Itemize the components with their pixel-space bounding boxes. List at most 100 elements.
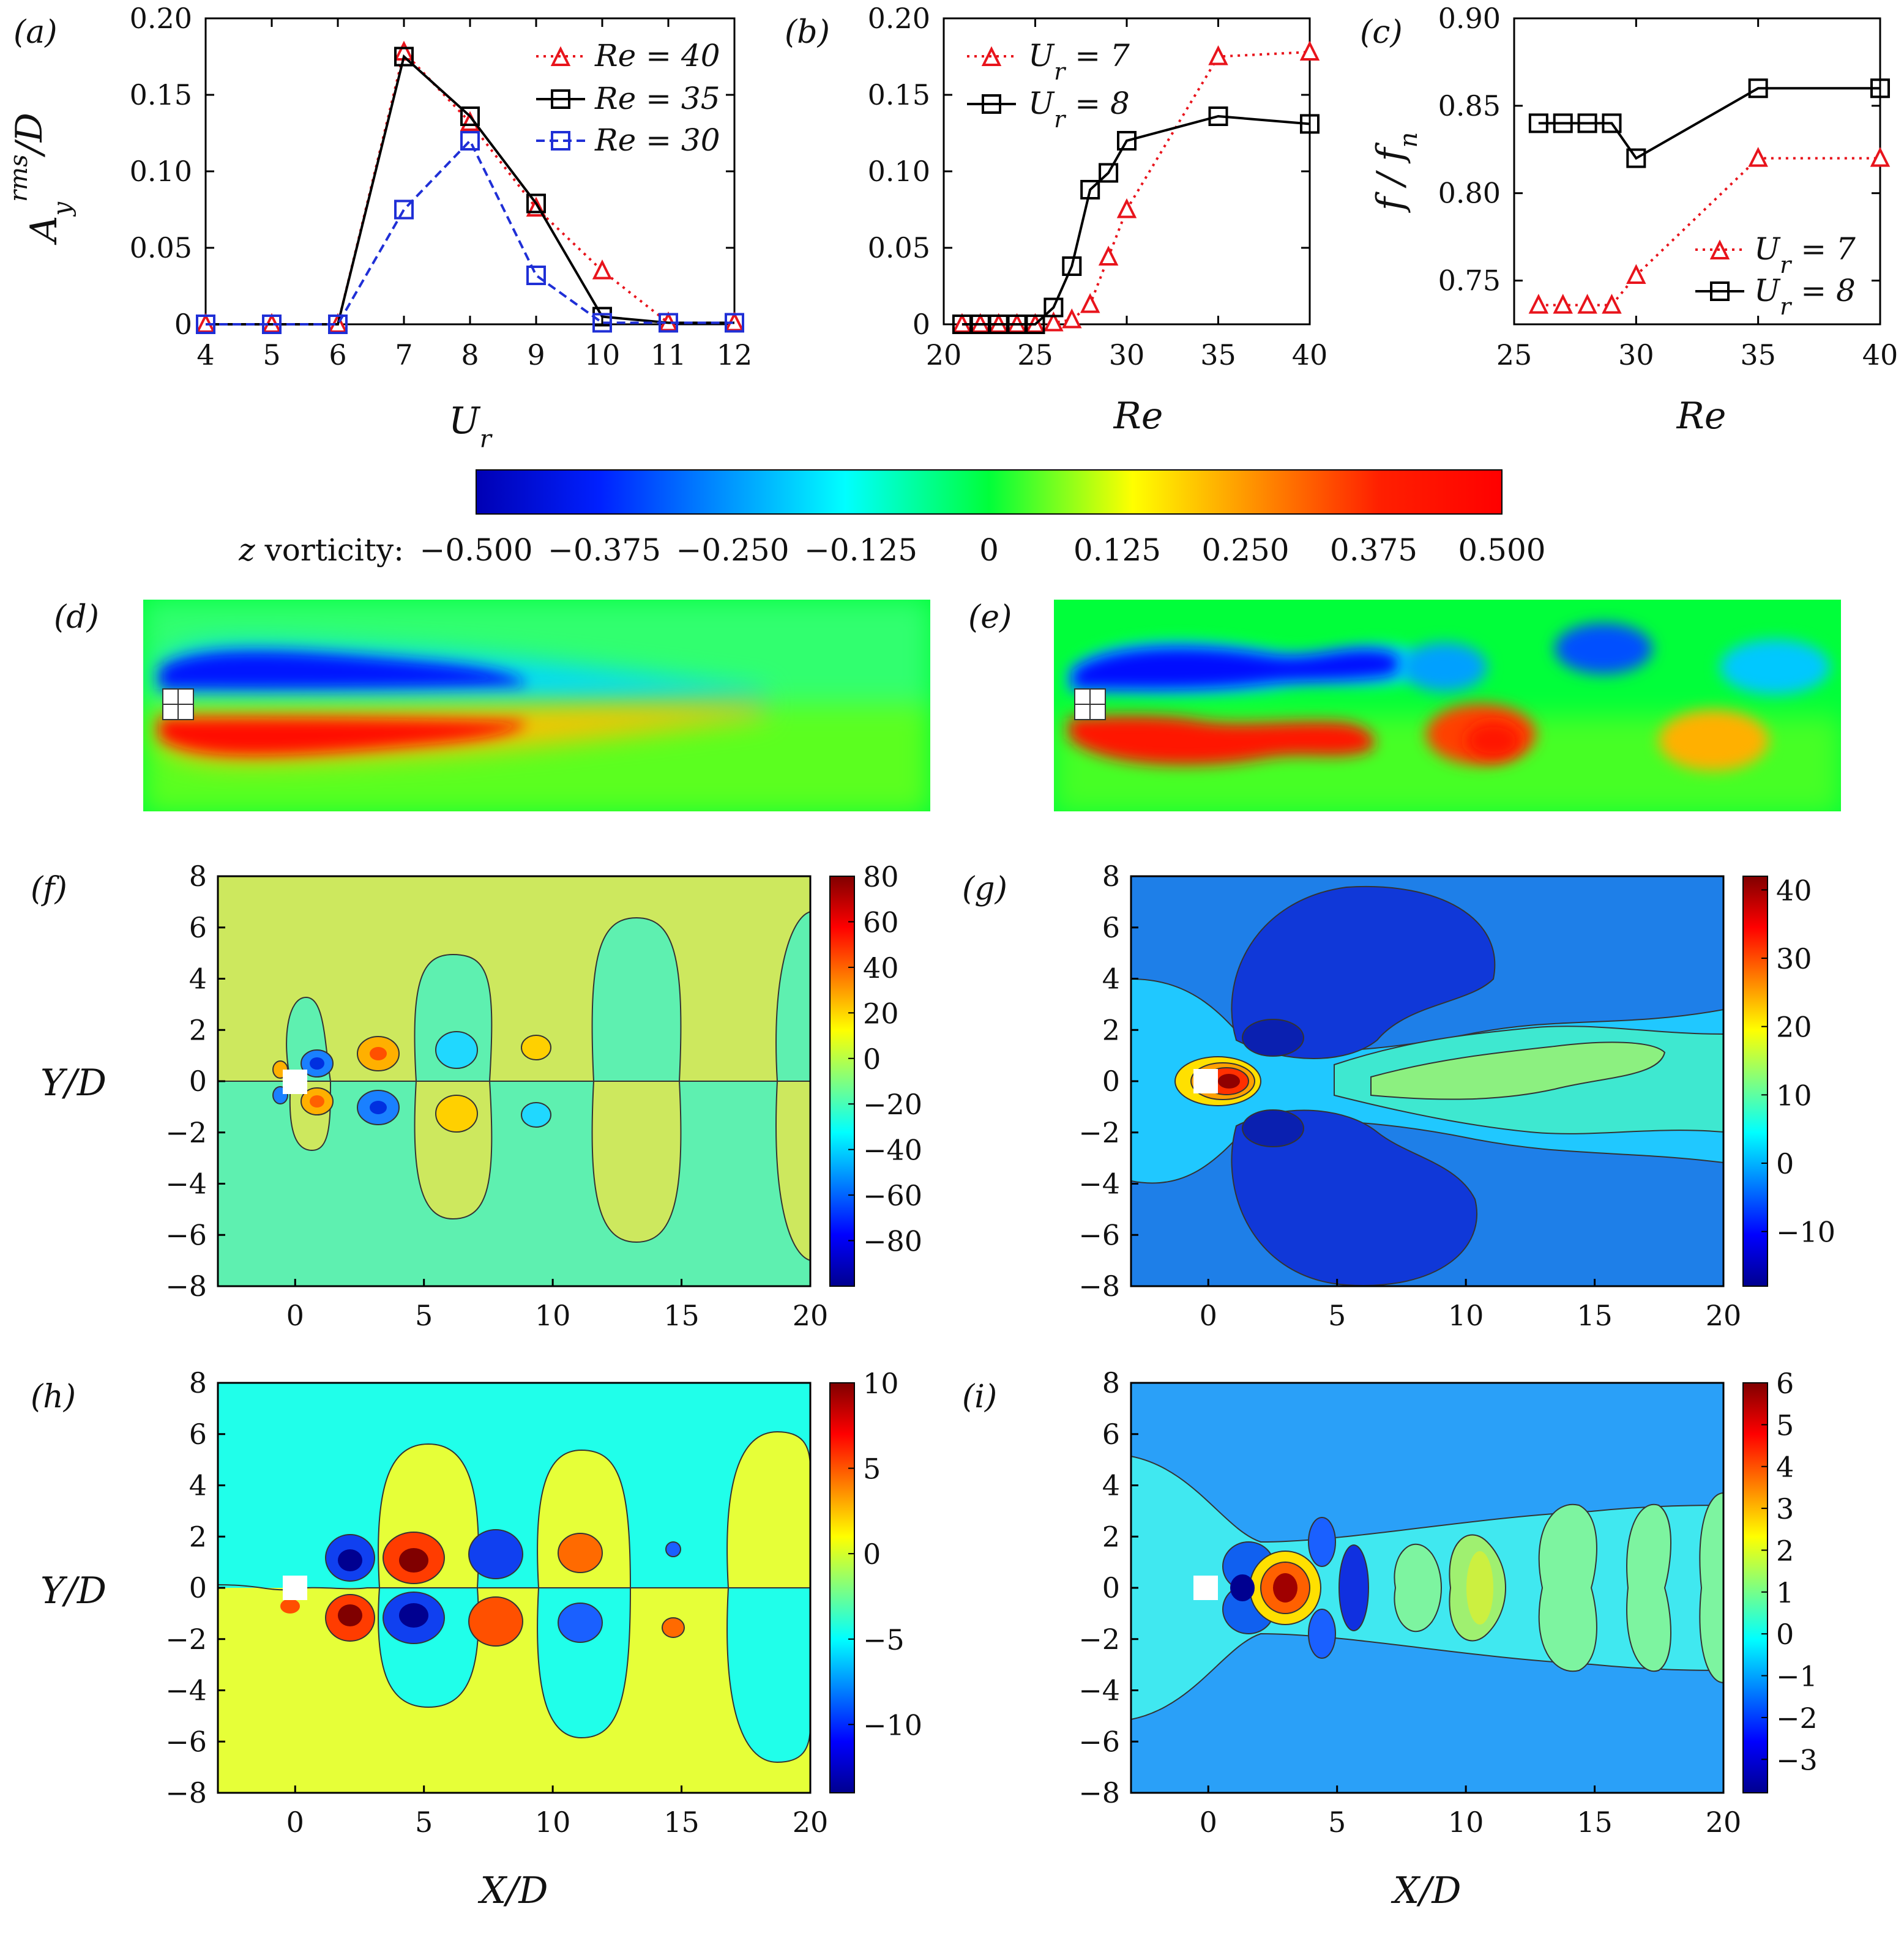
ytick-label-g-6: −4 xyxy=(1078,1167,1120,1201)
ytick-label-a-3: 0.15 xyxy=(130,78,192,111)
xtick-label-f-4: 20 xyxy=(793,1299,829,1332)
xtick-label-g-1: 5 xyxy=(1328,1299,1346,1332)
cbar-tick-label-g-1: 30 xyxy=(1776,942,1812,975)
ytick-label-h-6: −4 xyxy=(165,1674,207,1707)
point-b-0-8 xyxy=(1098,245,1119,266)
xtick-label-a-2: 6 xyxy=(329,338,346,371)
point-a-2-0 xyxy=(196,315,215,334)
xtick-label-a-5: 9 xyxy=(527,338,545,371)
ytick-label-g-0: 8 xyxy=(1102,860,1120,893)
cbar-tick-label-i-4: 2 xyxy=(1776,1534,1794,1567)
point-c-1-0 xyxy=(1528,113,1548,133)
ytick-label-i-8: −8 xyxy=(1078,1776,1120,1809)
cbar-tick-label-g-3: 10 xyxy=(1776,1079,1812,1112)
panel-h-label: (h) xyxy=(31,1379,76,1415)
vorticity-tick-7: 0.375 xyxy=(1330,532,1417,568)
panel-d-field xyxy=(143,600,930,811)
vorticity-tick-8: 0.500 xyxy=(1458,532,1545,568)
panel-c-yticks: 0.75 0.80 0.85 0.90 xyxy=(1438,2,1880,297)
cbar-tick-label-g-0: 40 xyxy=(1776,874,1812,907)
ytick-label-f-6: −4 xyxy=(165,1167,207,1201)
ytick-label-h-0: 8 xyxy=(189,1366,207,1399)
point-b-1-7 xyxy=(1080,180,1100,199)
ytick-label-i-7: −6 xyxy=(1078,1725,1120,1758)
panel-a-legend: Re = 40 Re = 35 Re = 30 xyxy=(536,38,720,158)
cbar-tick-label-h-0: 10 xyxy=(863,1367,899,1400)
panel-c-xticks: 25 30 35 40 xyxy=(1496,18,1898,371)
point-c-0-3 xyxy=(1602,294,1622,314)
ytick-label-h-1: 6 xyxy=(189,1418,207,1451)
panel-h-xlabel: X/D xyxy=(477,1869,548,1912)
panel-d-label: (d) xyxy=(54,599,99,636)
xtick-label-b-2: 30 xyxy=(1109,338,1145,371)
ytick-label-b-4: 0.20 xyxy=(868,2,930,35)
xtick-label-h-2: 10 xyxy=(535,1806,571,1839)
point-a-0-6 xyxy=(592,259,613,280)
cbar-tick-label-h-4: −10 xyxy=(863,1708,922,1741)
point-b-0-7 xyxy=(1080,293,1100,313)
panel-d: (d) xyxy=(54,599,930,811)
ytick-label-c-1: 0.80 xyxy=(1438,177,1501,210)
ytick-label-f-0: 8 xyxy=(189,860,207,893)
ytick-label-i-0: 8 xyxy=(1102,1366,1120,1399)
vorticity-tick-0: −0.500 xyxy=(419,532,532,568)
panel-b-xticks: 20 25 30 35 40 xyxy=(926,18,1328,371)
xtick-label-b-4: 40 xyxy=(1292,338,1328,371)
vorticity-tick-4: 0 xyxy=(979,532,999,568)
panel-c-xlabel: Re xyxy=(1676,395,1727,437)
panel-f-ylabel: Y/D xyxy=(40,1062,106,1104)
xtick-label-g-0: 0 xyxy=(1200,1299,1217,1332)
vorticity-tick-6: 0.250 xyxy=(1201,532,1289,568)
panel-h-ylabel: Y/D xyxy=(40,1569,106,1612)
point-a-2-4 xyxy=(460,131,480,151)
vorticity-tick-1: −0.375 xyxy=(548,532,661,568)
vorticity-tick-2: −0.250 xyxy=(676,532,789,568)
legend-c-2: Ur = 8 xyxy=(1754,273,1856,320)
ytick-label-a-1: 0.05 xyxy=(130,231,192,264)
ytick-label-a-0: 0 xyxy=(174,308,192,341)
legend-a-1: Re = 40 xyxy=(594,38,720,73)
point-a-2-8 xyxy=(725,313,744,333)
xtick-label-b-3: 35 xyxy=(1200,338,1236,371)
point-c-0-5 xyxy=(1748,147,1768,167)
panel-b-legend: Ur = 7 Ur = 8 xyxy=(967,38,1130,133)
point-b-1-5 xyxy=(1043,297,1064,318)
cbar-tick-label-f-3: 20 xyxy=(863,997,899,1030)
vorticity-tick-3: −0.125 xyxy=(804,532,917,568)
legend-b-2: Ur = 8 xyxy=(1028,86,1130,133)
ytick-label-g-4: 0 xyxy=(1102,1065,1120,1098)
legend-a-3: Re = 30 xyxy=(594,122,720,158)
legend-c-1: Ur = 7 xyxy=(1754,231,1856,278)
point-b-0-5 xyxy=(1043,311,1064,332)
xtick-label-a-6: 10 xyxy=(584,338,621,371)
panel-i-xlabel: X/D xyxy=(1391,1869,1461,1912)
vorticity-tick-5: 0.125 xyxy=(1073,532,1161,568)
cbar-tick-label-i-3: 3 xyxy=(1776,1492,1794,1525)
xtick-label-i-3: 15 xyxy=(1577,1806,1613,1839)
xtick-label-f-1: 5 xyxy=(415,1299,433,1332)
panel-a-series xyxy=(195,40,745,334)
point-b-0-9 xyxy=(1116,198,1137,218)
ytick-label-b-2: 0.10 xyxy=(868,155,930,188)
xtick-label-c-1: 30 xyxy=(1618,338,1654,371)
panel-c: (c) 25 30 35 40 0.750.800.850.90 Re f / fn … xyxy=(1360,2,1898,437)
point-c-1-5 xyxy=(1748,78,1768,99)
xtick-label-i-1: 5 xyxy=(1328,1806,1346,1839)
ytick-label-f-3: 2 xyxy=(189,1013,207,1046)
point-a-2-3 xyxy=(394,199,414,220)
panel-c-ylabel: f / fn xyxy=(1369,132,1423,214)
ytick-label-f-5: −2 xyxy=(165,1116,207,1149)
cbar-tick-label-i-1: 5 xyxy=(1776,1409,1794,1442)
panel-h: (h) 0 5 xyxy=(31,1366,922,1912)
panel-f-field xyxy=(218,876,810,1286)
vorticity-colorbar: z vorticity: −0.500 −0.375 −0.250 −0.125 0 0.… xyxy=(238,469,1546,568)
ytick-label-f-2: 4 xyxy=(189,962,207,996)
cbar-tick-label-f-1: 60 xyxy=(863,906,899,939)
xtick-label-a-4: 8 xyxy=(461,338,479,371)
point-c-0-1 xyxy=(1553,294,1573,314)
xtick-label-a-1: 5 xyxy=(263,338,280,371)
cbar-tick-label-g-5: −10 xyxy=(1776,1216,1835,1249)
ytick-label-h-7: −6 xyxy=(165,1725,207,1758)
